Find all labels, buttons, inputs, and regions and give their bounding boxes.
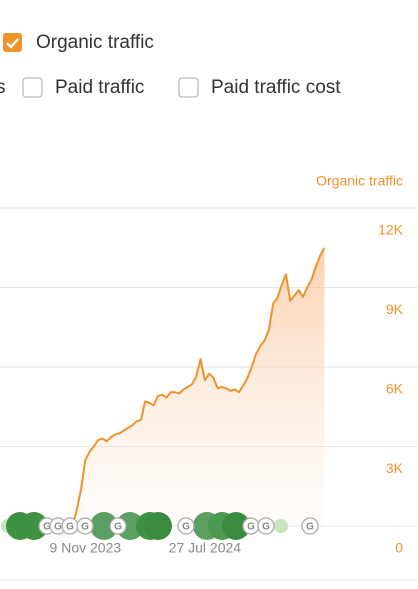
plot: 0 3K 6K 9K 12K 9 Nov 2023 27 Jul 2024 [0,207,418,556]
g-marker [109,517,127,535]
axis-title: Organic traffic [316,173,403,189]
marker [222,512,250,540]
y-tick-label: 12K [378,222,404,238]
checkbox[interactable] [22,77,43,98]
control-label[interactable]: Paid traffic [55,77,144,98]
g-marker-label: G [66,522,74,533]
line [71,247,326,527]
g-marker [301,517,319,535]
control-label[interactable]: Organic traffic [36,32,154,53]
y-tick-label: 3K [386,460,404,476]
control-label[interactable]: Paid traffic cost [211,77,341,98]
g-marker-label: G [114,522,122,533]
area-fill [72,247,325,527]
controls: Organic traffic s Paid traffic Paid traf… [0,32,341,98]
g-marker-label: G [54,522,62,533]
x-tick-label: 27 Jul 2024 [169,540,242,556]
g-marker-label: G [262,522,270,533]
y-tick-label: 9K [386,301,404,317]
g-marker [257,517,275,535]
marker [144,512,172,540]
control-label[interactable]: s [0,77,6,98]
marker [20,512,48,540]
x-tick-label: 9 Nov 2023 [50,540,122,556]
checkbox[interactable] [178,77,199,98]
marker [274,519,288,533]
g-marker-label: G [306,522,314,533]
y-tick-label: 0 [395,540,403,556]
g-marker-label: G [247,522,255,533]
marker [90,512,118,540]
y-tick-label: 6K [386,381,404,397]
g-marker [76,517,94,535]
check-icon [6,38,19,49]
g-marker-label: G [182,522,190,533]
checkbox-checked[interactable] [3,33,22,52]
g-marker-label: G [81,522,89,533]
g-marker-label: G [43,522,51,533]
g-marker [177,517,195,535]
